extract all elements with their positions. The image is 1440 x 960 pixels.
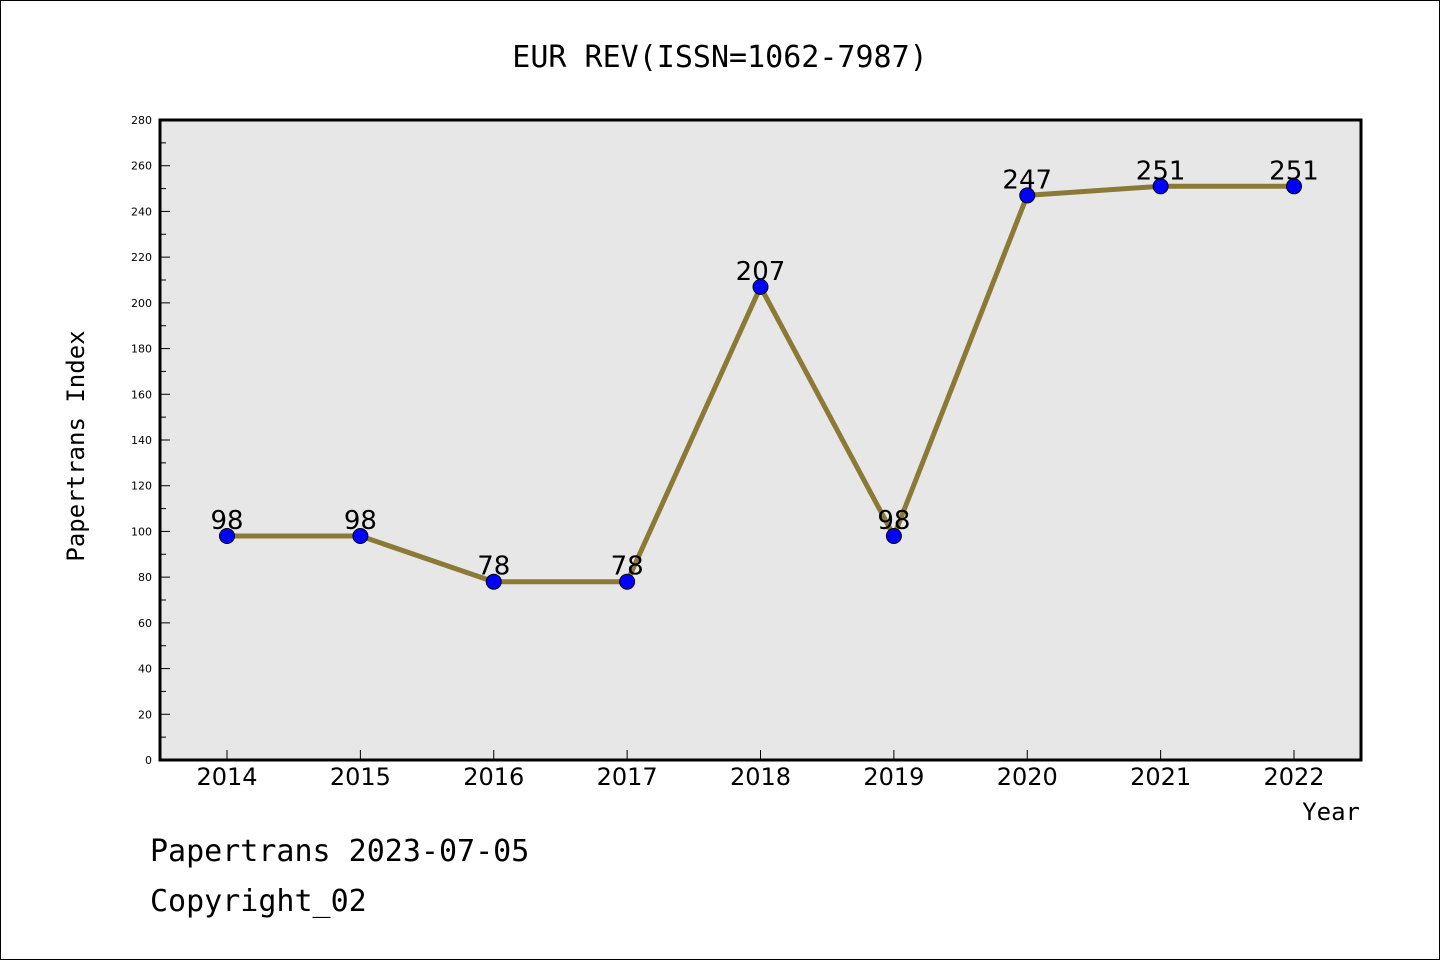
data-point xyxy=(485,573,502,590)
plot-border xyxy=(158,118,1363,762)
data-point xyxy=(1152,178,1169,195)
x-tick-label: 2015 xyxy=(330,763,391,791)
data-point xyxy=(1286,178,1302,195)
data-label: 98 xyxy=(210,506,243,536)
y-tick-label: 40 xyxy=(138,663,152,676)
y-axis-label: Papertrans Index xyxy=(62,330,90,561)
data-label: 98 xyxy=(877,506,910,536)
data-label: 247 xyxy=(1002,165,1052,195)
data-label: 251 xyxy=(1136,156,1186,186)
x-axis-label: Year xyxy=(1302,798,1360,826)
y-tick-label: 80 xyxy=(138,571,152,584)
x-tick-label: 2022 xyxy=(1263,763,1324,791)
chart-title: EUR REV(ISSN=1062-7987) xyxy=(512,40,927,75)
x-tick-label: 2018 xyxy=(730,763,791,791)
axis-ticks: 0 20 40 60 80 100 120 140 160 180 200 220 240 260 280 2… xyxy=(131,114,1325,791)
y-tick-label: 180 xyxy=(131,343,152,356)
y-tick-label: 220 xyxy=(131,251,152,264)
y-tick-label: 60 xyxy=(138,617,152,630)
y-tick-label: 0 xyxy=(145,754,152,767)
y-tick-label: 160 xyxy=(131,388,152,401)
x-tick-label: 2016 xyxy=(463,763,524,791)
x-tick-label: 2017 xyxy=(597,763,658,791)
x-tick-label: 2014 xyxy=(196,763,257,791)
y-tick-label: 140 xyxy=(131,434,152,447)
plot-area xyxy=(160,120,1361,760)
data-label: 98 xyxy=(344,506,377,536)
data-point xyxy=(885,528,902,544)
footer-date: Papertrans 2023-07-05 xyxy=(150,834,530,869)
footer-copyright: Copyright_02 xyxy=(150,884,367,919)
x-tick-label: 2020 xyxy=(997,763,1058,791)
x-tick-label: 2019 xyxy=(863,763,924,791)
y-tick-label: 260 xyxy=(131,160,152,173)
y-tick-label: 100 xyxy=(131,525,152,538)
data-label: 78 xyxy=(611,552,644,582)
data-label: 78 xyxy=(477,552,510,582)
data-point xyxy=(752,278,769,295)
y-tick-label: 20 xyxy=(138,708,152,721)
y-tick-label: 280 xyxy=(131,114,152,127)
series-group: 98 98 78 78 207 98 247 251 251 xyxy=(210,156,1319,590)
y-tick-label: 240 xyxy=(131,205,152,218)
y-tick-label: 200 xyxy=(131,297,152,310)
data-label: 207 xyxy=(736,257,786,287)
data-point xyxy=(219,528,235,544)
data-label: 251 xyxy=(1269,156,1319,186)
data-point xyxy=(619,573,636,590)
data-point xyxy=(1019,187,1036,204)
data-point xyxy=(352,528,369,544)
y-tick-label: 120 xyxy=(131,480,152,493)
x-tick-label: 2021 xyxy=(1130,763,1191,791)
